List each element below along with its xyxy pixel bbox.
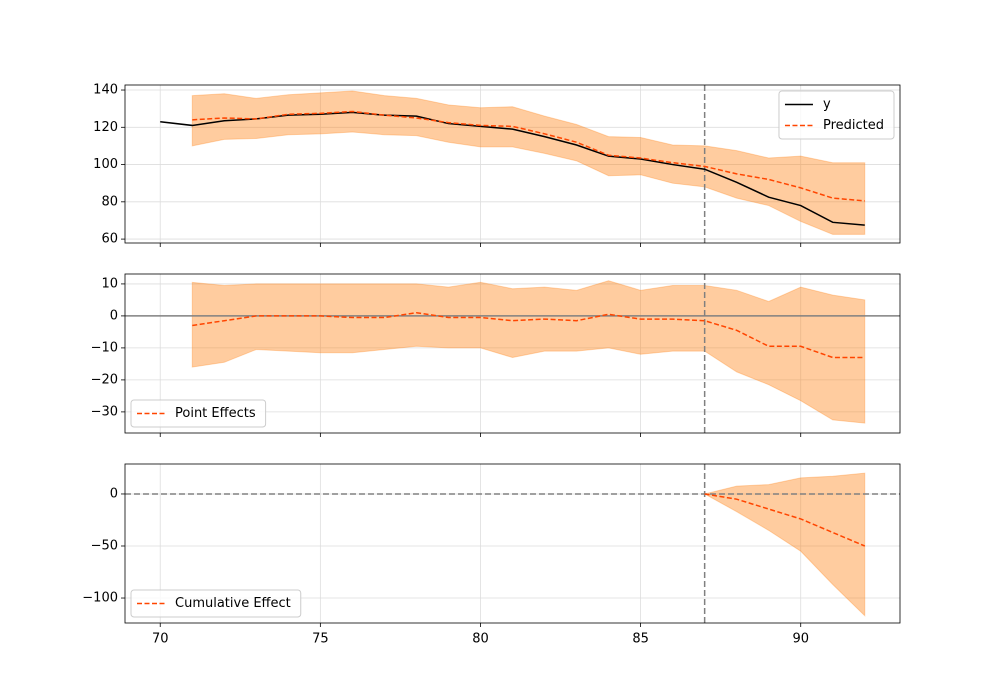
y-tick-label: 140 xyxy=(93,83,118,98)
y-tick-label: −100 xyxy=(82,591,118,606)
y-tick-label: 60 xyxy=(101,232,118,247)
x-tick-label: 90 xyxy=(792,632,809,647)
y-tick-label: 10 xyxy=(101,276,118,291)
legend: Point Effects xyxy=(130,399,267,428)
legend: y Predicted xyxy=(778,90,895,140)
panel: 60 80 100 120 140 y Predicted xyxy=(93,83,901,247)
x-tick-label: 85 xyxy=(632,632,649,647)
legend-label: Cumulative Effect xyxy=(175,596,291,611)
y-tick-label: 0 xyxy=(110,308,118,323)
axes-frame xyxy=(124,273,901,434)
y-tick-label: −20 xyxy=(91,372,118,387)
axes-frame xyxy=(124,463,901,624)
panel: −30 −20 −10 0 10 Point Effects xyxy=(91,273,901,437)
y-tick-label: −50 xyxy=(91,538,118,553)
series-line xyxy=(192,311,865,359)
series-line xyxy=(192,110,865,202)
legend-box xyxy=(130,589,302,618)
x-tick-label: 75 xyxy=(312,632,329,647)
legend-label: Predicted xyxy=(823,118,884,133)
legend: Cumulative Effect xyxy=(130,589,302,618)
legend-label: Point Effects xyxy=(175,406,256,421)
y-tick-label: 100 xyxy=(93,157,118,172)
y-tick-label: 0 xyxy=(110,486,118,501)
axes-frame xyxy=(124,84,901,244)
y-tick-label: 80 xyxy=(101,194,118,209)
series-line xyxy=(704,493,866,547)
confidence-band xyxy=(191,280,866,424)
confidence-band xyxy=(191,90,866,235)
y-tick-label: −10 xyxy=(91,340,118,355)
x-tick-label: 80 xyxy=(472,632,489,647)
panel: 70 75 80 85 90 −100 −50 0 Cumulative Effect xyxy=(82,463,901,647)
y-tick-label: −30 xyxy=(91,404,118,419)
legend-label: y xyxy=(823,97,831,112)
confidence-band xyxy=(703,472,866,617)
y-tick-label: 120 xyxy=(93,120,118,135)
legend-box xyxy=(778,90,895,140)
x-tick-label: 70 xyxy=(152,632,169,647)
legend-box xyxy=(130,399,267,428)
